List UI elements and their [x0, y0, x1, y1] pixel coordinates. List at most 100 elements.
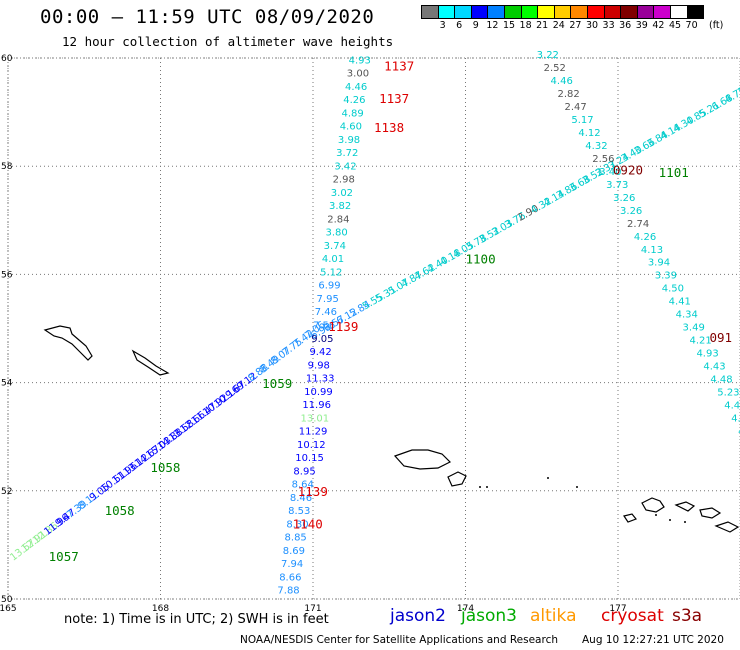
pass-time-label: 1137 — [384, 58, 414, 73]
swh-value-label: 4.46 — [345, 82, 367, 93]
swh-value-label: 2.84 — [327, 214, 349, 225]
swh-value-label: 5.23 — [717, 388, 739, 399]
swh-value-label: 2.74 — [627, 219, 649, 230]
swh-value-label: 4.32 — [585, 141, 607, 152]
coastline-island — [623, 513, 637, 523]
colorbar-unit: (ft) — [709, 20, 724, 31]
footer-note: note: 1) Time is in UTC; 2) SWH is in fe… — [64, 612, 329, 627]
swh-value-label: 4.12 — [578, 128, 600, 139]
swh-value-label: 4.08 — [731, 414, 740, 425]
pass-time-label: 1139 — [328, 319, 358, 334]
swh-value-label: 2.82 — [558, 89, 580, 100]
swh-value-label: 2.52 — [544, 63, 566, 74]
swh-value-label: 10.15 — [295, 453, 324, 464]
pass-time-label: 1100 — [466, 252, 496, 267]
pass-time-label: 1059 — [262, 376, 292, 391]
coastline-islet — [684, 521, 686, 523]
map-subtitle: 12 hour collection of altimeter wave hei… — [62, 34, 394, 49]
colorbar-tick: 12 — [486, 20, 499, 31]
swh-value-label: 7.56 — [313, 321, 335, 332]
coastline-islet — [547, 477, 549, 479]
swh-value-label: 3.73 — [606, 180, 628, 191]
swh-value-label: 4.93 — [696, 349, 718, 360]
legend-jason3: jason3 — [461, 606, 517, 626]
wave-height-colorbar — [421, 5, 705, 19]
swh-value-label: 8.95 — [293, 466, 315, 477]
swh-value-label: 11.33 — [306, 374, 335, 385]
colorbar-tick: 15 — [502, 20, 516, 31]
swh-value-label: 4.60 — [340, 122, 362, 133]
swh-value-label: 3.95 — [736, 78, 740, 99]
swh-value-label: 4.26 — [343, 95, 365, 106]
pass-time-label: 091 — [710, 330, 733, 345]
lat-tick-label: 60 — [1, 54, 13, 64]
swh-value-label: 6.99 — [318, 281, 340, 292]
colorbar-tick: 70 — [685, 20, 698, 31]
swh-value-label: 4.43 — [703, 362, 725, 373]
colorbar-swatch — [686, 5, 705, 19]
coastline-island — [393, 449, 452, 470]
legend-altika: altika — [530, 606, 577, 626]
lon-tick-label: 168 — [152, 604, 169, 614]
swh-value-label: 3.39 — [655, 271, 677, 282]
coastline-islet — [655, 514, 657, 516]
coastline-island — [447, 471, 467, 487]
coastline-islet — [576, 486, 578, 488]
pass-time-label: 1137 — [379, 91, 409, 106]
swh-value-label: 3.26 — [620, 206, 642, 217]
colorbar-tick: 30 — [585, 20, 599, 31]
colorbar-tick: 45 — [668, 20, 682, 31]
swh-value-label: 4.41 — [669, 297, 691, 308]
lat-tick-label: 56 — [1, 270, 13, 280]
swh-value-label: 11.96 — [302, 400, 331, 411]
colorbar-tick: 33 — [602, 20, 615, 31]
coastline-island — [699, 507, 722, 519]
legend-jason2: jason2 — [390, 606, 446, 626]
coastline-islet — [669, 519, 671, 521]
colorbar-tick: 18 — [519, 20, 532, 31]
lat-tick-label: 52 — [1, 487, 12, 497]
swh-value-label: 4.13 — [641, 245, 663, 256]
swh-value-label: 4.50 — [662, 284, 684, 295]
coastline-island — [641, 497, 665, 513]
lat-tick-label: 58 — [1, 162, 13, 172]
swh-value-label: 3.02 — [331, 188, 353, 199]
swh-value-label: 4.46 — [551, 76, 573, 87]
pass-time-label: 1101 — [659, 165, 689, 180]
swh-value-label: 3.94 — [648, 258, 670, 269]
swh-value-label: 7.88 — [277, 586, 299, 597]
swh-value-label: 3.49 — [683, 323, 705, 334]
pass-time-label: 1138 — [374, 120, 404, 135]
swh-value-label: 8.66 — [279, 572, 301, 583]
swh-value-label: 8.85 — [285, 533, 307, 544]
lat-tick-label: 50 — [1, 595, 13, 605]
swh-value-label: 4.6 — [738, 427, 740, 438]
colorbar-tick: 3 — [439, 20, 446, 31]
colorbar-tick-labels: 3 6 9 12 15 18 21 24 27 30 33 36 39 42 45 70 (ft) — [422, 20, 740, 34]
coastline-island — [131, 349, 170, 376]
swh-value-label: 4.26 — [634, 232, 656, 243]
colorbar-tick: 36 — [619, 20, 632, 31]
lon-tick-label: 174 — [457, 604, 474, 614]
colorbar-tick: 24 — [552, 20, 565, 31]
legend-s3a: s3a — [672, 606, 703, 626]
swh-value-label: 4.34 — [676, 310, 698, 321]
colorbar-tick: 42 — [652, 20, 665, 31]
swh-value-label: 3.82 — [329, 201, 351, 212]
swh-value-label: 3.26 — [613, 193, 635, 204]
pass-time-label: 1140 — [293, 517, 323, 532]
swh-value-label: 3.22 — [537, 50, 559, 61]
map-frame — [7, 57, 740, 600]
coastline-islet — [486, 486, 488, 488]
swh-value-label: 5.17 — [571, 115, 593, 126]
lat-tick-label: 54 — [1, 379, 13, 389]
generated-timestamp: Aug 10 12:27:21 UTC 2020 — [582, 634, 724, 646]
swh-value-label: 2.47 — [564, 102, 586, 113]
pass-time-label: 1057 — [49, 549, 79, 564]
colorbar-tick: 39 — [635, 20, 648, 31]
pass-time-label: 1058 — [150, 460, 180, 475]
swh-value-label: 8.46 — [290, 493, 312, 504]
swh-value-label: 3.00 — [347, 69, 369, 80]
coastline-island — [714, 521, 740, 533]
